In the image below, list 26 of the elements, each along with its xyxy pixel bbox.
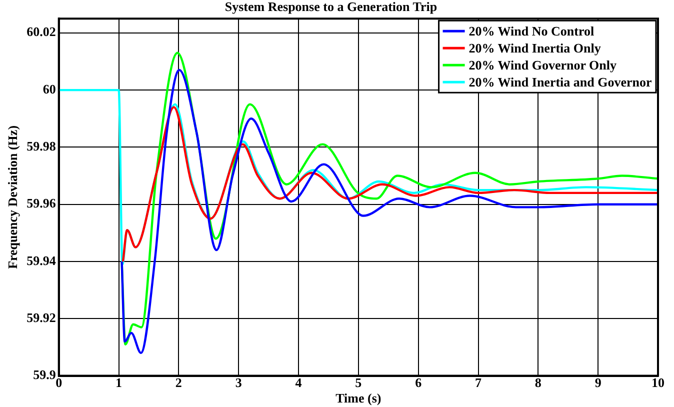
line-series (122, 106, 658, 263)
legend-label: 20% Wind Inertia and Governor (468, 74, 652, 90)
y-tick-label: 60 (42, 81, 56, 96)
x-tick-label: 4 (295, 374, 302, 390)
y-tick-label: 59.96 (26, 196, 56, 211)
x-tick-label: 10 (652, 374, 664, 390)
y-tick-label: 59.98 (26, 138, 56, 154)
legend-label: 20% Wind Inertia Only (468, 40, 602, 56)
x-tick-label: 2 (175, 374, 182, 390)
x-tick-label: 6 (415, 374, 422, 390)
legend-label: 20% Wind No Control (468, 23, 595, 38)
chart-title: System Response to a Generation Trip (224, 0, 438, 14)
legend-label: 20% Wind Governor Only (468, 57, 618, 72)
x-tick-label: 9 (594, 374, 602, 390)
x-tick-label: 3 (235, 374, 242, 390)
y-tick-label: 59.9 (33, 367, 56, 382)
y-tick-label: 60.02 (26, 24, 56, 40)
y-axis-title: Frequency Deviation (Hz) (5, 125, 20, 269)
y-tick-label: 59.94 (26, 252, 56, 268)
x-tick-label: 7 (475, 374, 482, 390)
x-tick-label: 1 (116, 374, 122, 390)
y-tick-label: 59.92 (26, 310, 56, 326)
x-tick-label: 0 (56, 374, 62, 390)
x-tick-label: 8 (534, 374, 542, 390)
x-axis-title: Time (s) (336, 390, 382, 406)
x-tick-label: 5 (355, 374, 362, 390)
